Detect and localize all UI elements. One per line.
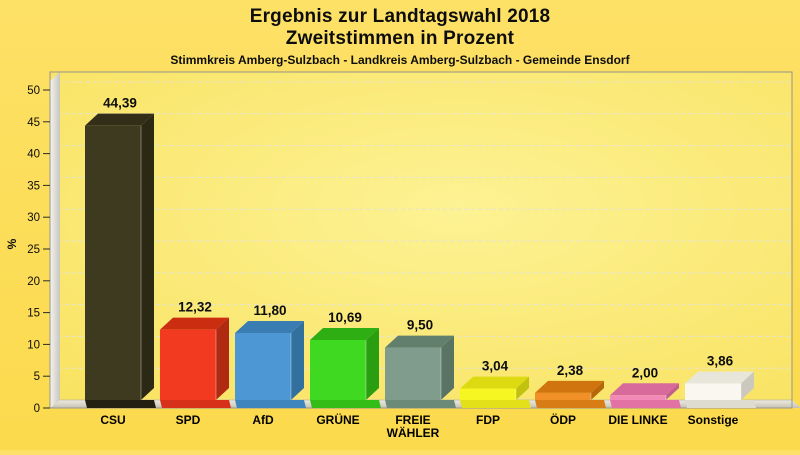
bar-die-linke-face (610, 395, 666, 400)
bar-spd-top (160, 317, 229, 330)
bar-gr-ne-side (366, 328, 379, 400)
bar-freie-w-hler-face (385, 347, 441, 400)
x-axis-label--dp: ÖDP (550, 412, 576, 427)
bar--dp-top (535, 380, 604, 393)
bar-freie-w-hler-side (441, 335, 454, 400)
bar-sonstige-face (685, 383, 741, 400)
chart-header: Ergebnis zur Landtagswahl 2018 Zweitstim… (0, 6, 800, 67)
bar-afd-face (235, 332, 291, 400)
y-tick-label-15: 15 (27, 308, 40, 320)
bar-gr-ne-top (310, 328, 379, 341)
bar-csu-top (85, 113, 154, 126)
y-tick-label-25: 25 (27, 244, 40, 256)
bar-fdp-face (460, 388, 516, 400)
bar-gr-ne-face (310, 340, 366, 400)
bar-afd-top (235, 320, 304, 333)
bar-gr-ne-foot (310, 400, 381, 408)
bar-csu-foot (85, 400, 156, 408)
bar--dp-value-label: 2,38 (557, 363, 584, 378)
bar-csu: 44,39 CSU (85, 96, 156, 427)
x-axis-label-fdp: FDP (476, 413, 500, 427)
plot-left-wall (50, 72, 60, 408)
y-tick-label-50: 50 (27, 85, 40, 97)
x-axis-label-gr-ne: GRÜNE (316, 412, 359, 427)
bar-sonstige-top (685, 371, 754, 384)
bar--dp-face (535, 392, 591, 400)
bar-afd-side (291, 320, 304, 400)
bar-freie-w-hler: 9,50 FREIE WÄHLER (385, 318, 456, 440)
bar-sonstige-side (741, 371, 754, 400)
bar--dp: 2,38 ÖDP (535, 363, 606, 427)
bar-sonstige-value-label: 3,86 (707, 353, 734, 368)
x-axis-label-spd: SPD (176, 413, 201, 427)
y-tick-label-10: 10 (27, 339, 40, 351)
y-tick-label-5: 5 (34, 371, 40, 383)
chart-title-line1: Ergebnis zur Landtagswahl 2018 (249, 6, 551, 27)
bar-spd-side (216, 317, 229, 400)
bar-fdp-side (516, 376, 529, 400)
bar-freie-w-hler-foot (385, 400, 456, 408)
y-tick-label-20: 20 (27, 276, 40, 288)
bar-die-linke-top (610, 383, 679, 396)
y-tick-label-45: 45 (27, 117, 40, 129)
bar-fdp-foot (460, 400, 531, 408)
x-axis-label-die-linke: DIE LINKE (608, 413, 667, 427)
bar-spd-value-label: 12,32 (178, 300, 212, 315)
bar-fdp: 3,04 FDP (460, 359, 531, 427)
chart-title-line2: Zweitstimmen in Prozent (285, 28, 515, 49)
x-axis-label-csu: CSU (100, 413, 125, 427)
bar-spd: 12,32 SPD (160, 300, 231, 427)
x-axis-label-freie-w-hler: FREIE WÄHLER (387, 413, 440, 440)
bar--dp-foot (535, 400, 606, 408)
x-axis-label-afd: AfD (252, 413, 274, 427)
y-tick-label-40: 40 (27, 149, 40, 161)
bar--dp-side (591, 380, 604, 400)
bar-afd-value-label: 11,80 (253, 303, 286, 318)
bar-sonstige: 3,86 Sonstige (685, 353, 756, 427)
bar-spd-face (160, 329, 216, 400)
bar-gr-ne: 10,69 GRÜNE (310, 310, 381, 427)
bar-die-linke-side (666, 383, 679, 400)
y-tick-label-0: 0 (34, 403, 40, 415)
bar-freie-w-hler-top (385, 335, 454, 348)
bar-csu-face (85, 125, 141, 401)
bar-sonstige-foot (685, 400, 756, 408)
chart-subtitle: Stimmkreis Amberg-Sulzbach - Landkreis A… (170, 53, 630, 67)
bar-die-linke-value-label: 2,00 (632, 365, 658, 380)
x-axis-label-sonstige: Sonstige (688, 413, 739, 427)
bar-fdp-top (460, 376, 529, 389)
y-axis: 0 5 10 15 20 25 30 35 40 45 50 (27, 85, 50, 415)
bar-die-linke: 2,00 DIE LINKE (608, 365, 681, 427)
bar-afd: 11,80 AfD (235, 303, 306, 427)
bar-die-linke-foot (610, 400, 681, 408)
bar-csu-value-label: 44,39 (103, 96, 137, 111)
bar-gr-ne-value-label: 10,69 (328, 310, 362, 325)
bar-freie-w-hler-value-label: 9,50 (407, 318, 433, 333)
y-axis-title: % (5, 238, 19, 249)
y-tick-label-30: 30 (27, 212, 40, 224)
bar-csu-side (141, 113, 154, 401)
bar-fdp-value-label: 3,04 (482, 359, 509, 374)
y-tick-label-35: 35 (27, 180, 40, 192)
bar-afd-foot (235, 400, 306, 408)
bar-spd-foot (160, 400, 231, 408)
